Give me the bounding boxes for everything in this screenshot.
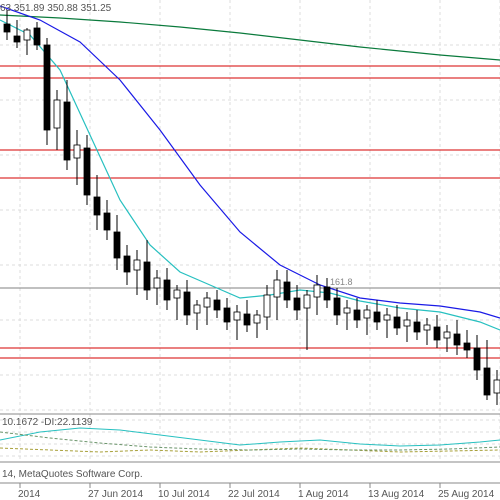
- candle-body: [244, 314, 250, 325]
- candle-body: [24, 30, 30, 40]
- candle-body: [164, 280, 170, 300]
- candle-body: [364, 310, 370, 318]
- candle-body: [294, 298, 300, 310]
- candle-body: [14, 36, 20, 42]
- time-tick-label: 22 Jul 2014: [228, 489, 280, 500]
- candle-body: [284, 282, 290, 300]
- copyright-text: 14, MetaQuotes Software Corp.: [2, 469, 143, 480]
- candle-body: [34, 28, 40, 45]
- candle-body: [434, 327, 440, 340]
- candle-body: [354, 310, 360, 320]
- time-tick-label: 1 Aug 2014: [298, 489, 349, 500]
- candle-body: [464, 343, 470, 350]
- time-tick-label: 10 Jul 2014: [158, 489, 210, 500]
- candle-body: [214, 300, 220, 310]
- candle-body: [144, 262, 150, 290]
- candle-body: [334, 298, 340, 315]
- fib-label: 161.8: [330, 277, 353, 287]
- candle-body: [484, 368, 490, 395]
- indicator-label: 10.1672 -DI:22.1139: [2, 417, 93, 428]
- candle-body: [154, 278, 160, 288]
- candle-body: [184, 292, 190, 315]
- candle-body: [304, 295, 310, 308]
- candle-body: [204, 298, 210, 307]
- candle-body: [4, 24, 10, 32]
- candle-body: [404, 320, 410, 326]
- candle-body: [494, 380, 500, 393]
- candle-body: [394, 317, 400, 328]
- candle-body: [174, 290, 180, 298]
- candle-body: [84, 148, 90, 195]
- chart-container: 161.8 63 351.89 350.88 351.25 10.1672 -DI:…: [0, 0, 500, 500]
- candle-body: [414, 322, 420, 332]
- candle-body: [74, 145, 80, 158]
- candle-body: [64, 102, 70, 160]
- candle-body: [314, 285, 320, 297]
- candle-body: [274, 280, 280, 297]
- candle-body: [114, 232, 120, 258]
- candle-body: [254, 315, 260, 323]
- candle-body: [134, 260, 140, 270]
- candle-body: [344, 308, 350, 313]
- chart-svg[interactable]: 161.8 63 351.89 350.88 351.25 10.1672 -DI:…: [0, 0, 500, 500]
- candle-body: [54, 100, 60, 128]
- candle-body: [194, 305, 200, 313]
- candle-body: [384, 315, 390, 320]
- candle-body: [124, 256, 130, 272]
- time-tick-label: 13 Aug 2014: [368, 489, 425, 500]
- candle-body: [104, 213, 110, 230]
- candle-body: [234, 312, 240, 320]
- candle-body: [224, 308, 230, 322]
- candle-body: [44, 45, 50, 130]
- ohlc-header: 63 351.89 350.88 351.25: [0, 3, 112, 14]
- time-tick-label: 2014: [18, 489, 41, 500]
- candle-body: [324, 287, 330, 300]
- time-tick-label: 25 Aug 2014: [438, 489, 495, 500]
- candle-body: [424, 325, 430, 330]
- candle-body: [374, 312, 380, 322]
- candle-body: [444, 332, 450, 338]
- time-tick-label: 27 Jun 2014: [88, 489, 143, 500]
- candle-body: [454, 334, 460, 345]
- candle-body: [264, 295, 270, 317]
- candle-body: [474, 348, 480, 370]
- candle-body: [94, 197, 100, 215]
